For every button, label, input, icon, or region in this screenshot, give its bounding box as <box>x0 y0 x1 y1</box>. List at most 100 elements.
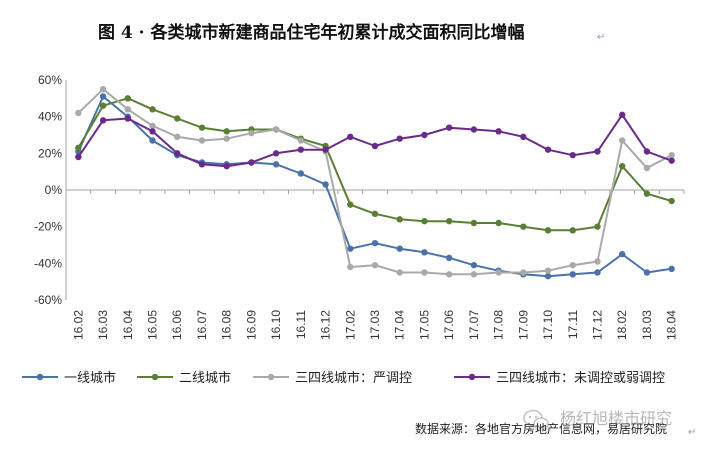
data-point <box>396 135 403 142</box>
x-tick-label: 17.09 <box>516 310 530 340</box>
data-point <box>594 269 601 276</box>
y-tick-label: -60% <box>34 293 62 307</box>
data-point <box>248 129 255 137</box>
x-tick-label: 17.05 <box>417 310 431 340</box>
data-point <box>99 85 107 93</box>
x-tick-label: 16.08 <box>220 310 234 340</box>
data-point <box>174 150 181 157</box>
data-point <box>643 190 651 197</box>
data-point <box>445 254 453 262</box>
chart-title: 图 4 · 各类城市新建商品住宅年初累计成交面积同比增幅 <box>98 22 525 43</box>
data-point <box>149 106 156 113</box>
data-point <box>124 115 131 122</box>
watermark: 杨红旭楼市研究 <box>523 409 672 431</box>
x-tick-label: 18.02 <box>615 310 629 340</box>
data-point <box>396 216 403 223</box>
x-axis-tick-marks <box>65 190 685 194</box>
data-point <box>174 115 181 122</box>
data-point <box>371 142 379 150</box>
data-point <box>643 164 651 172</box>
data-point <box>322 146 329 153</box>
data-point <box>297 170 305 177</box>
data-point <box>619 162 626 170</box>
x-tick-label: 17.08 <box>492 310 506 340</box>
data-point <box>569 151 576 159</box>
data-point <box>347 201 354 208</box>
x-tick-label: 16.10 <box>269 310 283 340</box>
data-point <box>495 219 502 227</box>
data-point <box>470 271 478 278</box>
x-tick-label: 16.06 <box>170 310 184 340</box>
data-point <box>668 157 675 164</box>
data-point <box>421 269 428 276</box>
data-point <box>297 137 305 144</box>
y-tick-label: -40% <box>34 256 62 270</box>
data-point <box>520 269 527 276</box>
data-point <box>421 131 428 139</box>
data-point <box>495 269 502 276</box>
data-point <box>445 217 453 225</box>
data-point <box>520 133 527 141</box>
data-point <box>520 223 527 230</box>
data-point <box>149 122 156 130</box>
wechat-logo-icon <box>523 409 549 431</box>
x-tick-label: 18.04 <box>665 310 679 340</box>
data-point <box>668 197 675 205</box>
data-point <box>470 261 478 269</box>
data-point <box>569 271 576 278</box>
x-tick-label: 16.03 <box>96 310 110 340</box>
plot-series <box>75 85 675 280</box>
data-point <box>223 128 230 135</box>
data-point <box>347 263 354 271</box>
data-point <box>99 93 107 100</box>
data-point <box>371 239 379 247</box>
legend-swatch-marker <box>151 373 159 381</box>
legend-swatch-marker <box>36 373 44 381</box>
x-tick-label: 18.03 <box>640 310 654 340</box>
data-point <box>248 159 255 166</box>
data-point <box>619 250 626 258</box>
data-point <box>347 133 354 141</box>
data-point <box>99 102 107 109</box>
x-axis-tick-labels: 16.02 16.03 16.04 16.05 16.06 16.07 16.08 16.09… <box>71 310 678 340</box>
legend-swatch-marker <box>468 373 476 381</box>
data-point <box>198 124 206 131</box>
y-tick-label: -20% <box>34 220 62 234</box>
data-point <box>544 146 552 153</box>
title-paragraph-mark: ↵ <box>597 32 605 43</box>
x-tick-label: 17.02 <box>343 310 357 340</box>
data-point <box>396 245 403 252</box>
data-point <box>544 272 552 280</box>
data-point <box>470 219 478 227</box>
x-tick-label: 16.11 <box>294 310 308 339</box>
data-point <box>445 271 453 278</box>
data-point <box>594 258 601 265</box>
data-point <box>124 106 131 113</box>
data-point <box>544 227 552 234</box>
legend-label: 三四线城市：未调控或弱调控 <box>496 370 665 386</box>
y-tick-label: 0% <box>45 183 63 197</box>
data-point <box>668 151 675 159</box>
data-point <box>223 162 230 170</box>
data-point <box>124 95 131 102</box>
x-tick-label: 17.11 <box>566 310 580 339</box>
legend: 一线城市 二线城市 三四线城市：严调控 三四线城市：未调控或弱调控 <box>22 370 665 386</box>
data-point <box>371 210 379 218</box>
y-axis-tick-labels: 60% 40% 20% 0% -20% -40% -60% <box>34 73 62 307</box>
data-point <box>149 137 156 144</box>
data-point <box>272 150 280 157</box>
series-line <box>77 95 672 278</box>
data-point <box>322 181 329 188</box>
y-tick-label: 20% <box>38 146 62 160</box>
y-tick-label: 60% <box>38 73 62 87</box>
x-tick-label: 17.07 <box>467 310 481 340</box>
legend-label: 二线城市 <box>179 370 231 386</box>
data-point <box>198 161 206 168</box>
data-point <box>470 126 478 133</box>
data-point <box>643 148 651 155</box>
data-point <box>198 137 206 144</box>
x-tick-label: 17.12 <box>590 310 604 340</box>
data-point <box>396 269 403 276</box>
data-point <box>668 265 675 273</box>
